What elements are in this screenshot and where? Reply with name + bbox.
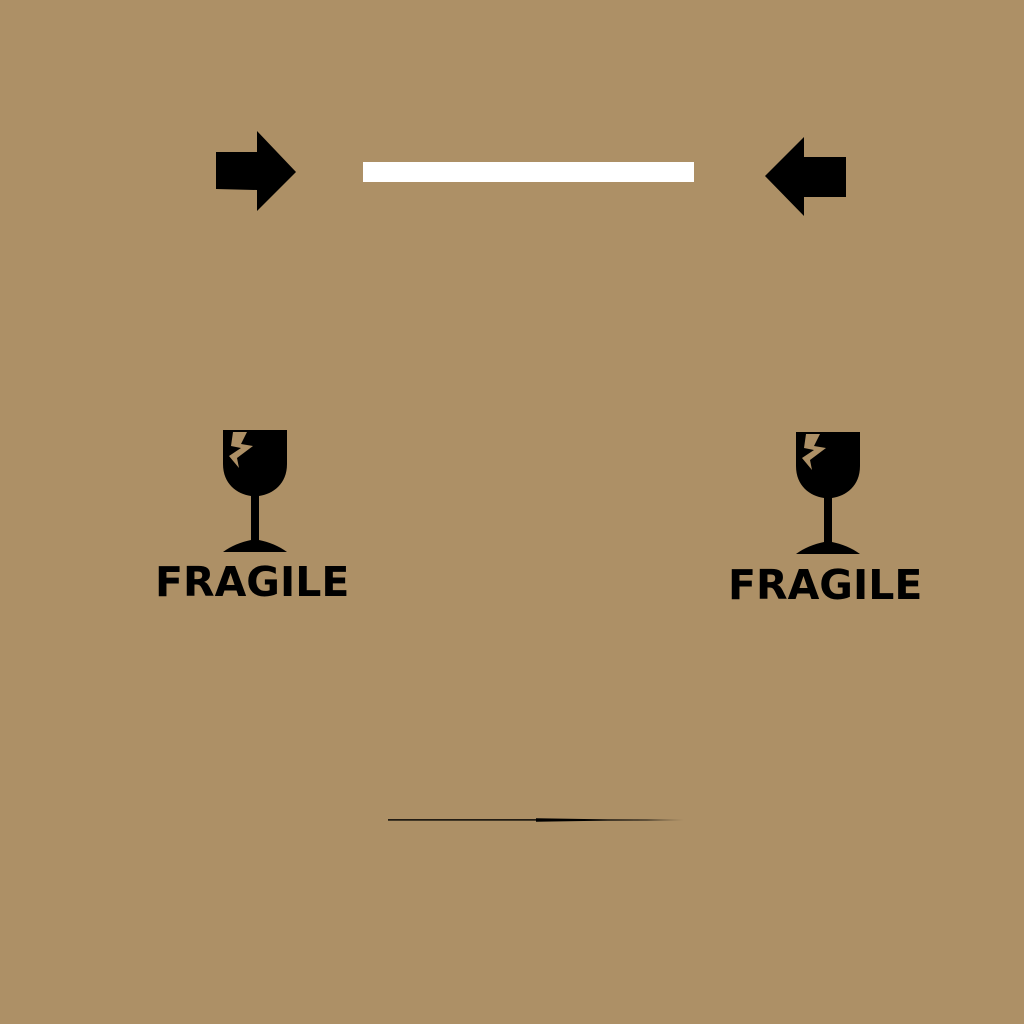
seam-line — [388, 818, 684, 822]
broken-glass-icon — [796, 432, 860, 554]
arrow-right-icon — [216, 131, 296, 211]
broken-glass-icon — [223, 430, 287, 552]
fragile-label: FRAGILE — [155, 558, 350, 606]
label-strip — [363, 162, 694, 182]
fragile-label: FRAGILE — [728, 561, 923, 609]
arrow-left-icon — [765, 137, 846, 216]
